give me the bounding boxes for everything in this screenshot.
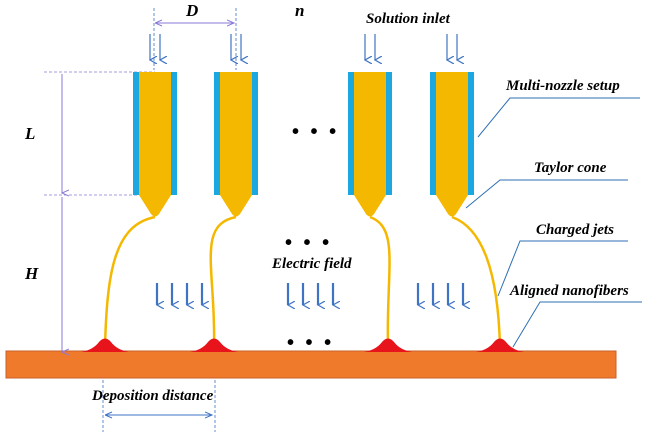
fiber-deposit (476, 338, 524, 352)
nozzle-1 (81, 34, 177, 352)
label-charged-jets: Charged jets (536, 222, 614, 238)
charged-jet (103, 215, 156, 348)
leader-charged-jets (497, 240, 628, 297)
label-H: H (24, 264, 39, 283)
nozzle-core (354, 72, 386, 217)
charged-jet (369, 215, 391, 348)
charged-jet (451, 215, 502, 348)
charged-jet (209, 215, 237, 348)
nozzle-sleeve-left (214, 72, 220, 195)
collector-plate (5, 350, 617, 379)
nozzle-sleeve-left (348, 72, 354, 195)
nozzle-core (220, 72, 252, 217)
leader-multi-nozzle (477, 97, 640, 138)
nozzle-sleeve-right (252, 72, 258, 195)
nozzle-core (139, 72, 171, 217)
nozzle-sleeve-right (386, 72, 392, 195)
dimension-deposition (102, 380, 216, 432)
nozzle-sleeve-right (468, 72, 474, 195)
nozzle-array (81, 34, 524, 352)
label-multi-nozzle: Multi-nozzle setup (505, 78, 620, 94)
field-arrow-group-2 (286, 283, 333, 305)
label-aligned-nanofibers: Aligned nanofibers (509, 283, 629, 299)
nozzle-2 (190, 34, 258, 352)
ellipsis-jets: • • • (285, 232, 332, 254)
nozzle-4 (430, 34, 524, 352)
ellipsis-nozzles: • • • (292, 121, 339, 143)
fiber-deposit (364, 338, 412, 352)
leader-taylor-cone (465, 179, 628, 209)
nozzle-core (436, 72, 468, 217)
label-taylor-cone: Taylor cone (534, 160, 607, 176)
leader-aligned-nanofibers (512, 301, 642, 348)
fiber-deposit (81, 338, 129, 352)
nozzle-sleeve-left (430, 72, 436, 195)
label-deposition-distance: Deposition distance (91, 388, 214, 404)
nozzle-sleeve-right (171, 72, 177, 195)
electric-field-arrows (155, 283, 463, 305)
ellipsis-collector: • • • (287, 332, 334, 354)
nozzle-3 (348, 34, 412, 352)
fiber-deposit (190, 338, 238, 352)
field-arrow-group-1 (155, 283, 202, 305)
label-solution-inlet: Solution inlet (366, 11, 451, 27)
field-arrow-group-3 (416, 283, 463, 305)
label-D: D (185, 1, 198, 20)
label-electric-field: Electric field (271, 256, 352, 272)
label-n: n (295, 1, 304, 20)
nozzle-sleeve-left (133, 72, 139, 195)
label-leaders (465, 97, 642, 348)
label-L: L (24, 124, 35, 143)
